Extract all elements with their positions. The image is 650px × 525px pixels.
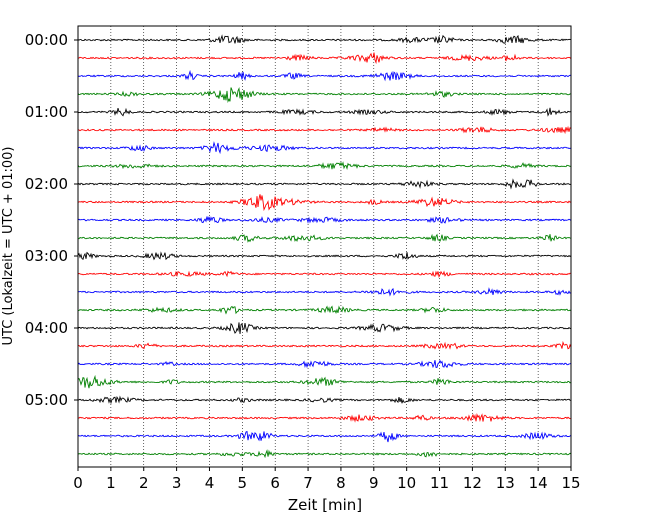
trace-row-0245 bbox=[77, 233, 572, 243]
x-tick-label: 15 bbox=[561, 474, 580, 492]
x-tick-label: 12 bbox=[463, 474, 482, 492]
trace-row-0430 bbox=[77, 359, 572, 369]
y-tick-label: 02:00 bbox=[25, 175, 68, 193]
x-tick-label: 1 bbox=[106, 474, 116, 492]
x-tick-label: 3 bbox=[172, 474, 182, 492]
trace-row-0200 bbox=[77, 178, 572, 190]
y-tick-label: 01:00 bbox=[25, 103, 68, 121]
trace-row-0300 bbox=[77, 251, 572, 261]
trace-row-0130 bbox=[77, 141, 572, 155]
trace-layer bbox=[77, 34, 572, 459]
trace-row-0000 bbox=[77, 34, 572, 44]
x-tick-label: 13 bbox=[496, 474, 515, 492]
x-tick-label: 11 bbox=[430, 474, 449, 492]
trace-row-0500 bbox=[77, 395, 572, 405]
trace-row-0100 bbox=[77, 107, 572, 117]
x-axis-label: Zeit [min] bbox=[288, 496, 362, 514]
trace-row-0415 bbox=[77, 340, 572, 350]
x-tick-label: 9 bbox=[369, 474, 379, 492]
trace-row-0530 bbox=[77, 430, 572, 443]
trace-row-0545 bbox=[77, 449, 572, 459]
trace-row-0045 bbox=[77, 86, 572, 103]
y-ticks: 00:00 01:00 02:00 03:00 04:00 05:00 bbox=[25, 31, 78, 409]
trace-row-0230 bbox=[77, 216, 572, 224]
trace-row-0400 bbox=[77, 322, 572, 334]
x-ticks: 0 1 2 3 4 5 6 7 8 9 10 11 12 13 14 15 bbox=[73, 467, 581, 492]
trace-row-0330 bbox=[77, 287, 572, 297]
trace-row-0215 bbox=[77, 194, 572, 212]
x-tick-label: 5 bbox=[238, 474, 248, 492]
y-axis-label: UTC (Lokalzeit = UTC + 01:00) bbox=[1, 147, 16, 346]
x-tick-label: 10 bbox=[397, 474, 416, 492]
x-tick-label: 8 bbox=[336, 474, 346, 492]
y-tick-label: 04:00 bbox=[25, 319, 68, 337]
x-tick-label: 0 bbox=[73, 474, 83, 492]
trace-row-0315 bbox=[77, 270, 572, 278]
y-tick-label: 00:00 bbox=[25, 31, 68, 49]
trace-row-0445 bbox=[77, 374, 572, 389]
trace-row-0030 bbox=[77, 69, 572, 82]
trace-row-0115 bbox=[77, 125, 572, 135]
y-tick-label: 03:00 bbox=[25, 247, 68, 265]
plot-frame bbox=[77, 25, 572, 468]
trace-row-0015 bbox=[77, 52, 572, 65]
y-tick-label: 05:00 bbox=[25, 391, 68, 409]
trace-row-0145 bbox=[77, 161, 572, 171]
trace-row-0515 bbox=[77, 412, 572, 423]
x-tick-label: 2 bbox=[139, 474, 149, 492]
x-tick-label: 14 bbox=[529, 474, 548, 492]
trace-row-0345 bbox=[77, 305, 572, 315]
x-tick-label: 4 bbox=[205, 474, 215, 492]
x-tick-label: 7 bbox=[303, 474, 313, 492]
x-tick-label: 6 bbox=[270, 474, 280, 492]
